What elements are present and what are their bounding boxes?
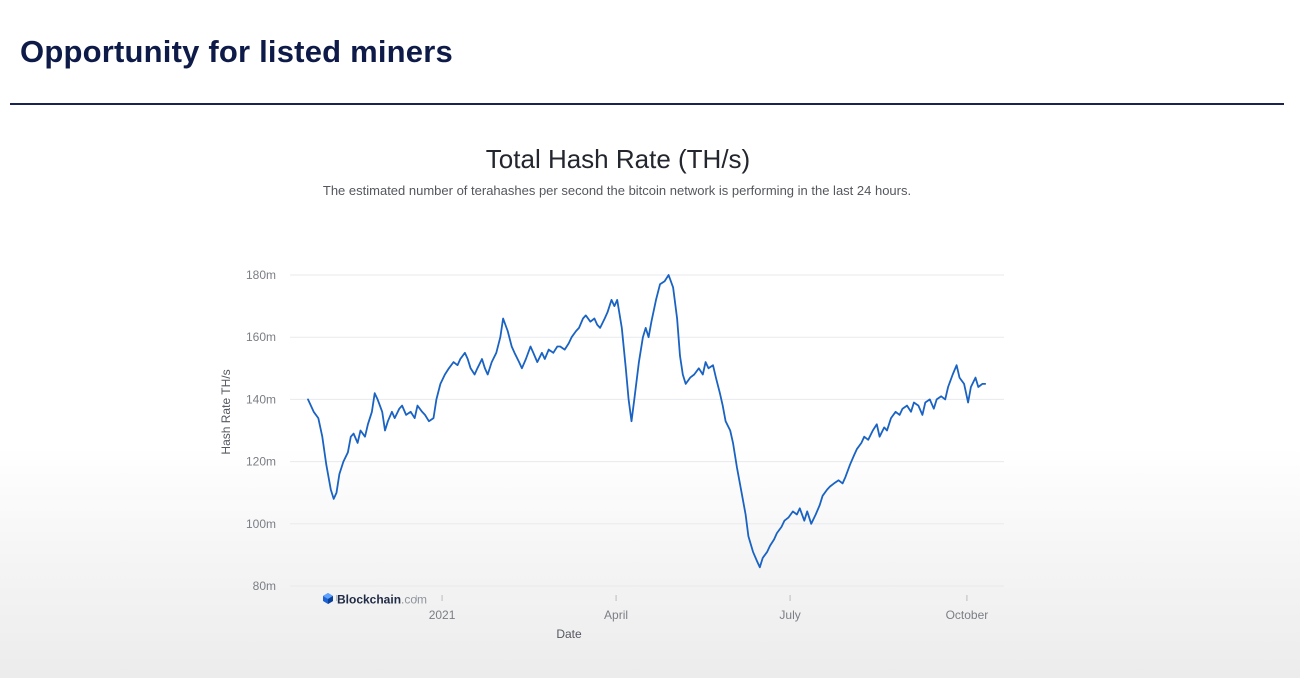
y-tick-label: 180m — [246, 268, 276, 282]
slide-title: Opportunity for listed miners — [20, 34, 453, 69]
hash-rate-line — [307, 274, 987, 569]
y-axis-ticks: 80m 100m 120m 140m 160m 180m — [246, 268, 276, 593]
x-tick-label: October — [946, 608, 989, 622]
chart-title: Total Hash Rate (TH/s) — [485, 144, 751, 174]
x-tick-label: July — [779, 608, 800, 622]
x-axis-label: Date — [556, 627, 582, 641]
blockchain-logo-icon — [323, 593, 333, 604]
watermark-brand: Blockchain — [337, 593, 401, 607]
y-axis-label: Hash Rate TH/s — [219, 369, 233, 454]
x-tick-label: April — [604, 608, 628, 622]
y-tick-label: 160m — [246, 330, 276, 344]
y-tick-label: 140m — [246, 392, 276, 406]
y-tick-label: 120m — [246, 455, 276, 469]
chart-subtitle: The estimated number of terahashes per s… — [322, 183, 912, 198]
svg-text:Blockchain.com: Blockchain.com — [337, 593, 427, 607]
x-axis-ticks: 2021 April July October — [336, 595, 989, 622]
x-tick-label: 2021 — [429, 608, 456, 622]
y-tick-label: 80m — [253, 579, 276, 593]
blockchain-watermark: Blockchain.com — [323, 593, 427, 607]
series-layer — [307, 274, 987, 569]
y-tick-label: 100m — [246, 517, 276, 531]
chart-gridlines — [290, 274, 1004, 587]
title-divider — [10, 103, 1284, 105]
watermark-suffix: .com — [401, 593, 427, 607]
